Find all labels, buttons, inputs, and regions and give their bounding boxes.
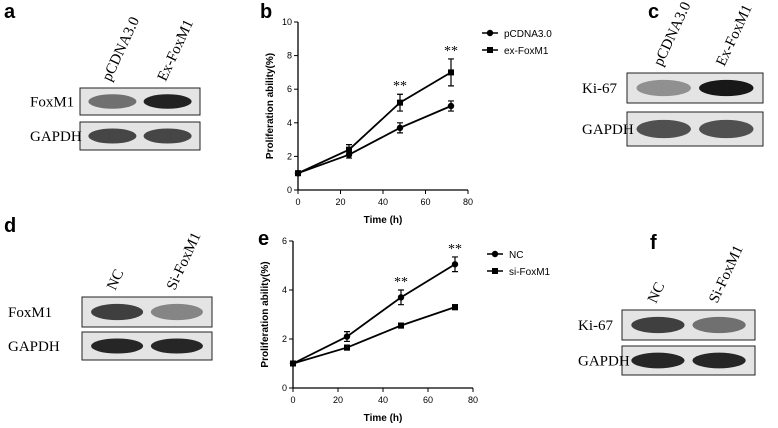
lane-label: Si-FoxM1 — [164, 230, 205, 293]
series-line — [297, 71, 452, 175]
legend-label: ex-FoxM1 — [504, 46, 549, 57]
y-tick-label: 8 — [287, 51, 292, 61]
data-point — [448, 69, 454, 76]
lane-label: Si-FoxM1 — [706, 243, 747, 306]
legend-label: si-FoxM1 — [509, 267, 551, 278]
y-tick-label: 4 — [282, 285, 287, 295]
row-label: Ki-67 — [578, 318, 613, 334]
row-label: Ki-67 — [582, 81, 617, 97]
y-tick-label: 6 — [287, 84, 292, 94]
x-tick-label: 0 — [290, 395, 295, 405]
x-axis-label: Time (h) — [364, 215, 403, 226]
row-label: GAPDH — [582, 122, 634, 138]
x-tick-label: 60 — [423, 395, 433, 405]
blot-band — [636, 79, 691, 97]
blot-band — [699, 79, 754, 97]
data-point — [397, 294, 405, 301]
panel-letter: b — [260, 1, 272, 23]
data-point — [397, 99, 403, 106]
blot-band — [143, 94, 192, 109]
data-point — [398, 322, 404, 329]
data-point — [487, 47, 493, 53]
data-point — [451, 261, 459, 268]
panel-letter: d — [4, 215, 16, 237]
blot-band — [150, 338, 203, 354]
panel-letter: f — [650, 232, 657, 254]
series-line — [297, 105, 452, 175]
lane-label: pCDNA3.0 — [100, 15, 144, 84]
y-axis-label: Proliferation ability(%) — [265, 53, 276, 159]
series-line — [292, 263, 456, 365]
significance-label: ** — [448, 242, 462, 257]
x-axis-label: Time (h) — [364, 413, 403, 424]
data-point — [346, 146, 352, 153]
blot-band — [692, 316, 746, 334]
data-point — [343, 333, 351, 340]
x-tick-label: 80 — [463, 197, 473, 207]
data-point — [396, 124, 404, 132]
data-point — [290, 360, 296, 367]
x-tick-label: 0 — [295, 197, 300, 207]
y-tick-label: 6 — [282, 236, 287, 246]
y-tick-label: 2 — [282, 334, 287, 344]
legend-label: pCDNA3.0 — [504, 29, 552, 40]
panel-letter: e — [258, 228, 269, 250]
significance-label: ** — [444, 44, 458, 59]
y-tick-label: 0 — [282, 383, 287, 393]
data-point — [344, 344, 350, 351]
x-tick-label: 20 — [333, 395, 343, 405]
blot-band — [636, 119, 691, 139]
blot-band — [692, 352, 746, 369]
panel-letter: c — [648, 1, 659, 23]
row-label: GAPDH — [30, 129, 82, 145]
blot-band — [88, 128, 137, 144]
y-tick-label: 4 — [287, 118, 292, 128]
x-tick-label: 80 — [468, 395, 478, 405]
legend-label: NC — [509, 250, 523, 261]
y-tick-label: 0 — [287, 185, 292, 195]
x-tick-label: 20 — [335, 197, 345, 207]
y-tick-label: 2 — [287, 151, 292, 161]
lane-label: NC — [104, 267, 127, 293]
row-label: FoxM1 — [30, 95, 74, 111]
lane-label: NC — [645, 280, 668, 306]
x-tick-label: 60 — [420, 197, 430, 207]
row-label: GAPDH — [578, 354, 630, 370]
blot-band — [88, 94, 137, 109]
data-point — [447, 102, 455, 110]
blot-band — [631, 316, 685, 334]
blot-band — [150, 303, 203, 321]
blot-band — [699, 119, 754, 139]
series-line — [292, 306, 456, 365]
data-point — [492, 268, 498, 274]
blot-band — [91, 303, 144, 321]
panel-letter: a — [4, 1, 16, 23]
data-point — [491, 250, 499, 258]
x-tick-label: 40 — [378, 197, 388, 207]
data-point — [295, 170, 301, 177]
y-tick-label: 10 — [282, 17, 292, 27]
x-tick-label: 40 — [378, 395, 388, 405]
significance-label: ** — [394, 275, 408, 290]
data-point — [486, 29, 494, 37]
significance-label: ** — [393, 79, 407, 94]
data-point — [452, 304, 458, 311]
lane-label: Ex-FoxM1 — [155, 17, 197, 83]
row-label: FoxM1 — [8, 305, 52, 321]
blot-band — [631, 352, 685, 369]
y-axis-label: Proliferation ability(%) — [260, 261, 271, 367]
blot-band — [91, 338, 144, 354]
lane-label: Ex-FoxM1 — [713, 2, 755, 68]
row-label: GAPDH — [8, 339, 60, 355]
blot-band — [143, 128, 192, 144]
